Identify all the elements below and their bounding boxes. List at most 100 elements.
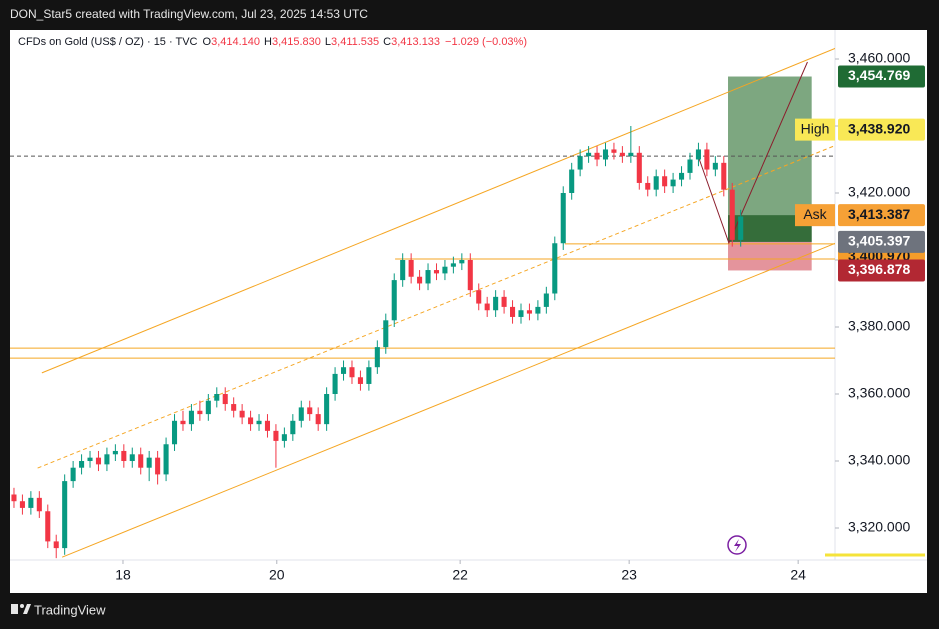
- candle-body: [307, 407, 313, 415]
- drawing-line: [61, 242, 835, 558]
- price-marker-label: 3,405.397: [848, 233, 910, 249]
- candle-body: [476, 290, 482, 304]
- drawing-line: [37, 145, 835, 469]
- axes: 3,320.000 3,340.000 3,360.000 3,380.000 3,40…: [115, 50, 925, 583]
- candle-body: [281, 434, 287, 441]
- x-tick-label: 22: [452, 567, 468, 583]
- y-tick-label: 3,460.000: [848, 50, 910, 66]
- candle-body: [104, 454, 110, 465]
- candle-body: [19, 501, 25, 508]
- candle-body: [653, 176, 659, 190]
- candle-body: [425, 270, 431, 284]
- candle-body: [459, 260, 465, 264]
- footer-text: TradingView: [34, 602, 106, 617]
- candle-body: [408, 260, 414, 277]
- ohlc-label: H: [264, 36, 272, 48]
- candle-body: [695, 149, 701, 160]
- price-marker: [838, 204, 925, 227]
- candle-body: [349, 367, 355, 378]
- price-marker-label: 3,413.387: [848, 206, 910, 222]
- candle-body: [501, 296, 507, 307]
- candle-body: [171, 420, 178, 445]
- candle-body: [687, 159, 693, 173]
- ohlc-label: O: [203, 36, 212, 48]
- candle-body: [679, 172, 685, 180]
- candle-body: [450, 263, 456, 267]
- price-marker-label: 3,396.878: [848, 261, 910, 277]
- candle-body: [273, 430, 279, 441]
- price-marker: [838, 118, 925, 141]
- candle-body: [670, 179, 676, 187]
- candle-body: [645, 182, 651, 190]
- candle-body: [315, 414, 321, 425]
- candle-body: [112, 450, 118, 455]
- price-marker: [838, 65, 925, 88]
- candle-body: [188, 410, 194, 425]
- candle-body: [729, 189, 735, 240]
- price-marker-label: 3,454.769: [848, 67, 910, 83]
- candle-body: [205, 400, 211, 415]
- price-marker-label: 3,438.920: [848, 120, 910, 136]
- candle-body: [28, 497, 34, 508]
- price-tag-label: High: [801, 120, 830, 136]
- candle-body: [214, 394, 220, 401]
- price-tag: [795, 204, 835, 227]
- candle-body: [619, 152, 625, 157]
- candle-body: [324, 394, 330, 425]
- candle-body: [11, 494, 17, 502]
- candle-body: [62, 481, 68, 549]
- candle-body: [535, 306, 541, 314]
- logo-part: [11, 604, 18, 614]
- candle-body: [264, 420, 271, 431]
- ohlc-label: C: [383, 36, 391, 48]
- drawing-line: [41, 47, 835, 374]
- lightning-icon[interactable]: [727, 535, 747, 555]
- candle-body: [526, 310, 532, 314]
- candle-body: [36, 497, 42, 512]
- candle-body: [712, 162, 718, 170]
- ohlc-value: 3,415.830: [272, 36, 321, 48]
- change: −1.029 (−0.03%): [445, 36, 527, 48]
- candle-body: [433, 270, 440, 274]
- price-marker: [838, 259, 925, 282]
- candle-body: [383, 320, 389, 348]
- candle-body: [721, 162, 727, 190]
- candle-body: [138, 454, 144, 468]
- ohlc-value: 3,411.535: [331, 36, 379, 48]
- candle-body: [493, 296, 499, 311]
- price-tag: [795, 118, 835, 141]
- header-text: DON_Star5 created with TradingView.com, …: [10, 7, 368, 21]
- candle-body: [248, 417, 254, 425]
- candle-body: [79, 461, 85, 468]
- candle-body: [290, 420, 296, 435]
- candle-body: [45, 511, 51, 542]
- candle-body: [484, 303, 490, 311]
- y-tick-label: 3,340.000: [848, 452, 910, 468]
- ohlc: O3,414.140 H3,415.830 L3,411.535 C3,413.133: [203, 36, 441, 48]
- candle-body: [552, 243, 558, 294]
- candle-body: [543, 293, 549, 307]
- candle-body: [417, 276, 423, 284]
- logo-part: [20, 604, 24, 608]
- candle-body: [155, 457, 161, 475]
- candle-body: [602, 149, 609, 160]
- candle-body: [569, 169, 575, 193]
- candle-body: [95, 457, 102, 465]
- candle-body: [121, 450, 127, 462]
- lightning-glyph: [734, 539, 741, 552]
- footer-logo: [11, 604, 31, 614]
- y-tick-label: 3,320.000: [848, 519, 910, 535]
- x-tick-label: 20: [269, 567, 285, 583]
- candle-body: [586, 152, 592, 157]
- position-stop: [728, 241, 812, 271]
- x-tick-label: 23: [621, 567, 637, 583]
- candle-body: [197, 410, 203, 415]
- ohlc-value: 3,413.133: [391, 36, 440, 48]
- candle-body: [662, 176, 668, 187]
- candle-body: [298, 407, 304, 421]
- candle-body: [222, 394, 228, 405]
- candle-body: [577, 156, 583, 170]
- candle-body: [53, 541, 59, 549]
